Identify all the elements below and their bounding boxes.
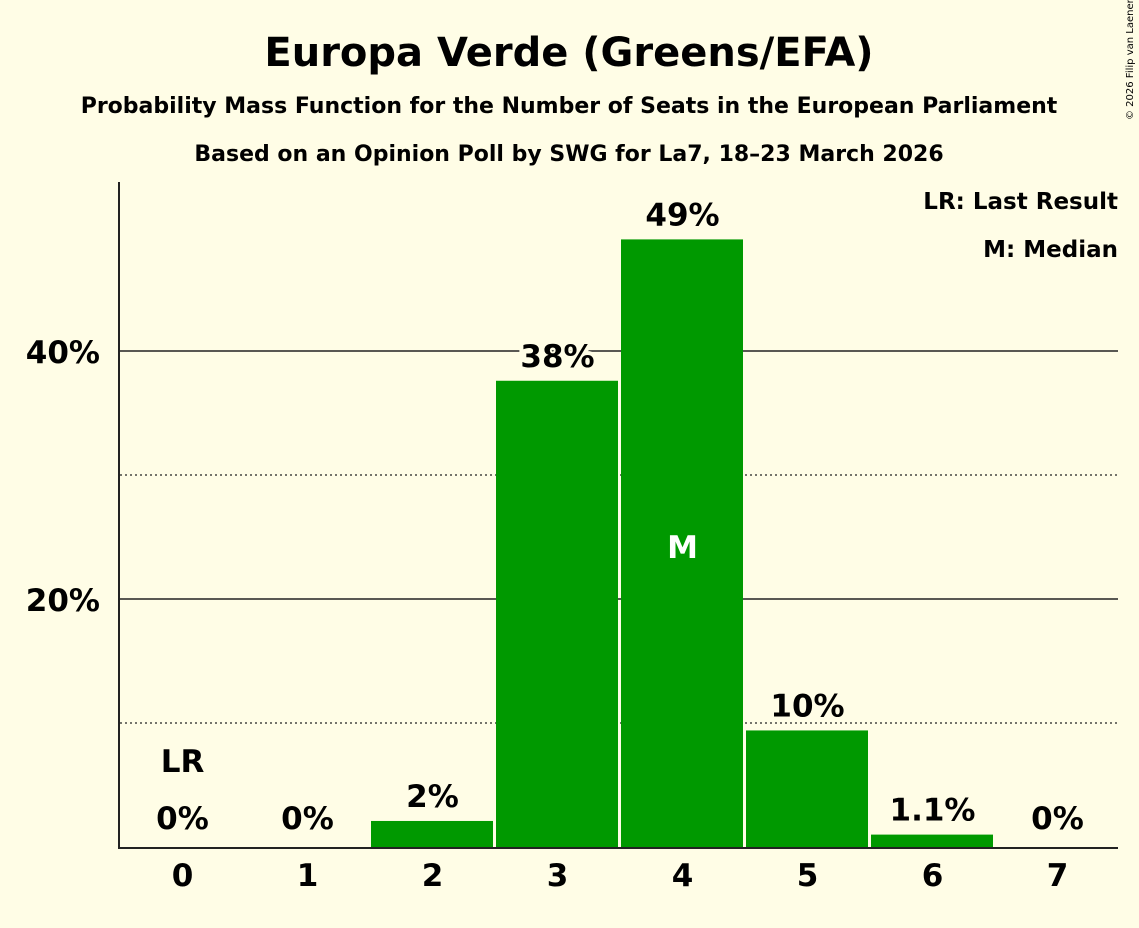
x-tick-label: 5 — [797, 858, 819, 894]
bar — [871, 834, 993, 847]
copyright: © 2026 Filip van Laenen — [1125, 0, 1136, 120]
bar — [371, 820, 493, 847]
x-tick-label: 6 — [922, 858, 944, 894]
x-tick-label: 2 — [422, 858, 444, 894]
legend-median: M: Median — [983, 237, 1118, 263]
bar — [496, 380, 618, 847]
x-tick-label: 0 — [172, 858, 194, 894]
x-tick-label: 4 — [672, 858, 694, 894]
data-label: 49% — [645, 197, 719, 233]
legend-last-result: LR: Last Result — [923, 189, 1118, 215]
last-result-marker: LR — [161, 744, 205, 780]
data-label: 0% — [1031, 801, 1084, 837]
x-tick-label: 3 — [547, 858, 569, 894]
data-label: 10% — [770, 688, 844, 724]
median-marker: M — [667, 530, 698, 566]
chart-subtitle: Probability Mass Function for the Number… — [81, 94, 1058, 119]
y-tick-label: 40% — [26, 335, 100, 371]
data-label: 0% — [156, 801, 209, 837]
chart-title: Europa Verde (Greens/EFA) — [264, 30, 873, 76]
bar — [621, 239, 743, 847]
chart-subtitle-poll: Based on an Opinion Poll by SWG for La7,… — [194, 142, 943, 167]
data-label: 38% — [520, 339, 594, 375]
x-tick-label: 1 — [297, 858, 319, 894]
data-label: 2% — [406, 779, 459, 815]
x-tick-label: 7 — [1047, 858, 1069, 894]
bar — [746, 730, 868, 847]
data-label: 0% — [281, 801, 334, 837]
data-label: 1.1% — [890, 793, 976, 829]
y-tick-label: 20% — [26, 583, 100, 619]
